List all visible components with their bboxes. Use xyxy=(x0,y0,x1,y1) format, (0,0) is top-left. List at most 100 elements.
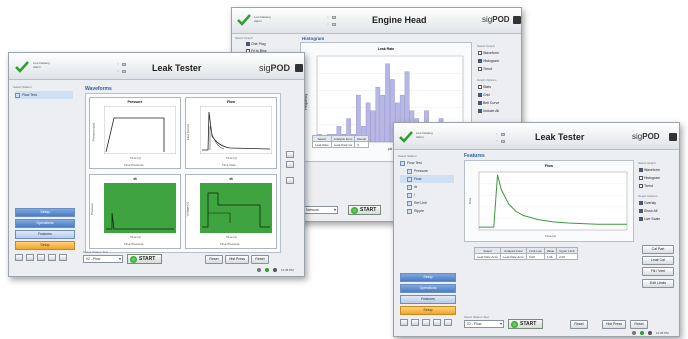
hist-press-button[interactable]: Hist Press xyxy=(602,320,626,329)
i-icon xyxy=(407,192,412,198)
option-bell-curve[interactable]: Bell Curve xyxy=(478,101,499,106)
panel-label: Waveforms xyxy=(85,86,112,92)
print-icon[interactable] xyxy=(59,254,67,261)
forward-icon[interactable] xyxy=(37,254,45,261)
station-select[interactable]: 02 - Flow xyxy=(464,320,504,328)
window-title: Leak Tester xyxy=(535,132,585,142)
start-button[interactable]: START xyxy=(127,254,162,264)
chart-title: dt xyxy=(133,177,137,181)
nav-setup-orange-button[interactable]: Setup xyxy=(15,241,75,250)
leak-cal-button[interactable]: Leak Cal xyxy=(642,256,674,265)
y-axis-label: Pressure xyxy=(90,202,95,216)
tree-item-flow[interactable]: Flow xyxy=(400,175,454,183)
flow-chart xyxy=(478,171,628,231)
back-icon[interactable] xyxy=(26,254,34,261)
graph-option-histogram[interactable]: Histogram xyxy=(478,59,499,64)
save-icon[interactable] xyxy=(433,319,441,326)
nav-setup-button[interactable]: Setup xyxy=(400,273,456,282)
option-overlay[interactable]: Overlay xyxy=(639,201,656,206)
brand-icon xyxy=(295,64,303,72)
option-stats[interactable]: Stats xyxy=(478,85,491,90)
graph-option-trend[interactable]: Trend xyxy=(478,67,492,72)
tree-item-flow-test[interactable]: Flow Test xyxy=(400,159,454,167)
waveforms-panel: Pressure Pressure (psi) Time (s) Time Pr… xyxy=(85,93,281,253)
option-grid[interactable]: Grid xyxy=(478,93,490,98)
tree-item-ref-unit[interactable]: Ref Unit xyxy=(400,199,454,207)
tree-item-dt[interactable]: dt xyxy=(400,183,454,191)
tree-item-i[interactable]: I xyxy=(400,191,454,199)
home-icon[interactable] xyxy=(15,254,23,261)
window-title: Engine Head xyxy=(372,15,427,25)
indicator-led: ○ xyxy=(496,139,505,143)
station-label: Select Station Test xyxy=(464,315,489,319)
cal-part-button[interactable]: Cal Part xyxy=(642,245,674,254)
table-row[interactable]: Leak Rate Leak Data Ca 0 xyxy=(312,141,369,148)
x-axis-label: psi xyxy=(388,147,393,151)
nav-features-button[interactable]: Features xyxy=(400,295,456,304)
x-axis-label: Time (s) xyxy=(545,234,556,238)
zoom-icon[interactable] xyxy=(286,151,294,158)
reset-button-2[interactable]: Reset xyxy=(251,255,269,264)
option-show-all[interactable]: Show All xyxy=(639,209,657,214)
pressure-plot xyxy=(104,106,176,154)
panel-label: Features xyxy=(464,153,485,159)
x-axis-label: Time (s) xyxy=(130,156,141,160)
status-icon xyxy=(257,268,261,272)
leak-tester-window-right: Low Datalog Alarm ○ ○ Leak Tester sigPOD … xyxy=(393,122,680,337)
reset-button[interactable]: Reset xyxy=(205,255,223,264)
table-cell: Leak Data Ca xyxy=(330,141,356,148)
start-icon xyxy=(351,207,358,214)
status-icon xyxy=(273,268,277,272)
select-station-label: Select Station xyxy=(13,85,32,89)
fill-vent-button[interactable]: Fill / Vent xyxy=(642,267,674,276)
chart-title: Leak Rate xyxy=(377,47,395,51)
pressure-icon xyxy=(407,168,412,174)
table-row[interactable]: Leak Rate Accu Leak Rate Accu 0.00 1.96 … xyxy=(473,253,578,260)
chart-title: Flow xyxy=(227,100,235,104)
table-cell: 0.00 xyxy=(526,253,545,260)
edit-limits-button[interactable]: Edit Limits xyxy=(642,279,674,288)
print-icon[interactable] xyxy=(444,319,452,326)
option-live-scale[interactable]: Live Scale xyxy=(639,217,660,222)
x-axis-label: Time (s) xyxy=(226,156,237,160)
nav-operations-button[interactable]: Operations xyxy=(400,284,456,293)
x-axis-label: Time (s) xyxy=(130,235,141,239)
home-icon[interactable] xyxy=(400,319,408,326)
flow-chart: Flow Flow (sccm) Time (s) Time Flow xyxy=(185,97,277,169)
status-text: Low Datalog Alarm xyxy=(416,131,433,139)
indicator-led: ○ xyxy=(327,15,336,19)
indicator-led: ○ xyxy=(117,69,126,73)
tree-item-pressure[interactable]: Pressure xyxy=(400,167,454,175)
nav-operations-button[interactable]: Operations xyxy=(15,219,75,228)
reset-view-icon[interactable] xyxy=(286,177,294,184)
option-include-all[interactable]: Include All xyxy=(478,109,499,114)
save-icon[interactable] xyxy=(48,254,56,261)
station-select[interactable]: 02 - Flow xyxy=(83,255,123,263)
indicator-led: ○ xyxy=(327,22,336,26)
graph-option-trend[interactable]: Trend xyxy=(639,184,653,189)
graph-option-waveform[interactable]: Waveform xyxy=(478,51,499,56)
reset-button[interactable]: Reset xyxy=(570,320,588,329)
status-text: Low Datalog Alarm xyxy=(33,61,50,69)
nav-setup-orange-button[interactable]: Setup xyxy=(400,306,456,315)
graph-option-histogram[interactable]: Histogram xyxy=(639,176,660,181)
forward-icon[interactable] xyxy=(422,319,430,326)
chart-caption: Time Pressure xyxy=(124,163,144,167)
nav-features-button[interactable]: Features xyxy=(15,230,75,239)
hist-press-button[interactable]: Hist Press xyxy=(225,255,249,264)
flow-test-icon xyxy=(15,92,20,98)
pan-icon[interactable] xyxy=(286,161,294,168)
option-one-plug[interactable]: One Plug xyxy=(246,42,266,47)
back-icon[interactable] xyxy=(411,319,419,326)
ripple-icon xyxy=(407,208,412,214)
title-bar: Low Datalog Alarm ○ ○ Leak Tester sigPOD xyxy=(9,53,304,80)
nav-setup-button[interactable]: Setup xyxy=(15,208,75,217)
title-bar: Low Datalog Alarm ○ ○ Leak Tester sigPOD xyxy=(394,123,679,150)
tree-item-flow-test[interactable]: Flow Test xyxy=(15,91,73,99)
dt-plot-1 xyxy=(104,183,176,233)
graph-option-waveform[interactable]: Waveform xyxy=(639,168,660,173)
reset-button-2[interactable]: Reset xyxy=(630,320,648,329)
start-button[interactable]: START xyxy=(348,205,381,215)
tree-item-ripple[interactable]: Ripple xyxy=(400,207,454,215)
start-button[interactable]: START xyxy=(508,319,543,329)
